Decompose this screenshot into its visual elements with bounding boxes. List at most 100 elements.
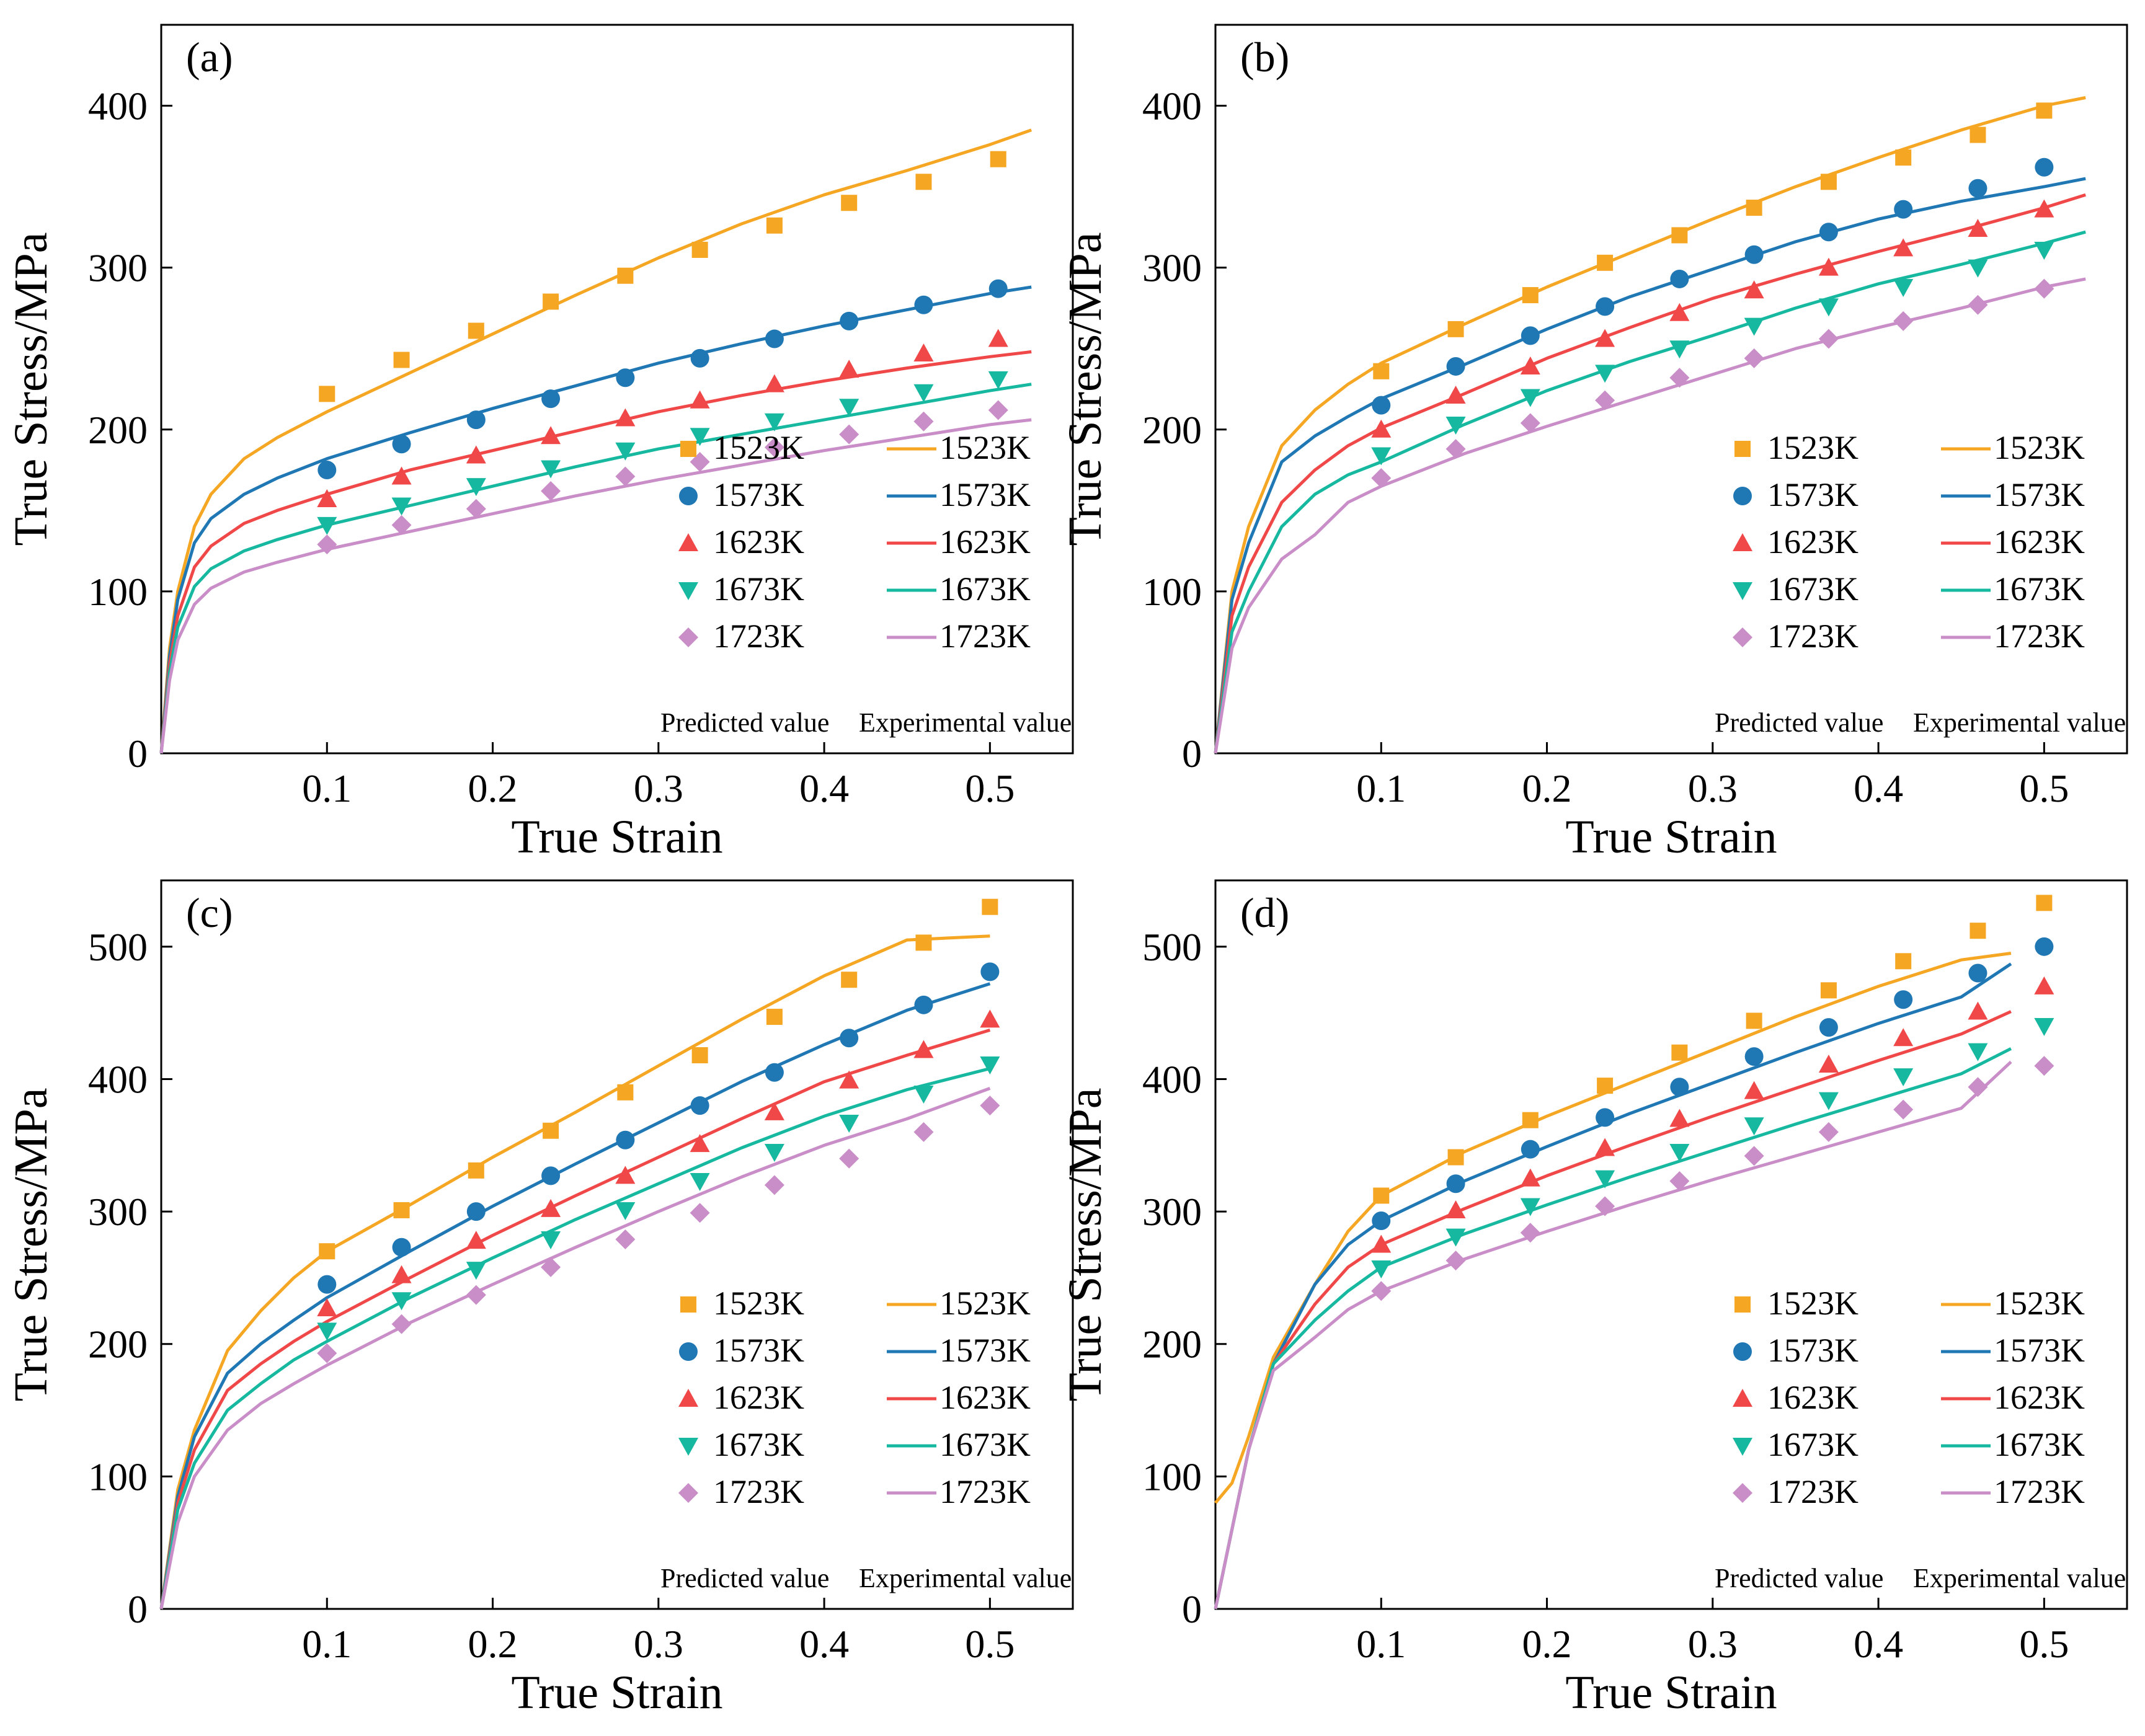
point-1723K — [988, 400, 1008, 420]
legend-note-experimental: Experimental value — [1913, 707, 2126, 738]
point-1573K — [980, 962, 1000, 981]
point-1573K — [616, 368, 635, 388]
legend-label-lines: 1723K — [939, 618, 1031, 655]
x-tick-label: 0.1 — [302, 1622, 352, 1666]
panel-label: (c) — [186, 889, 233, 936]
point-1523K — [617, 1084, 634, 1100]
legend-label-lines: 1523K — [939, 1285, 1031, 1322]
point-1523K — [617, 267, 634, 284]
point-1573K — [541, 389, 561, 409]
legend-label-points: 1523K — [713, 1285, 804, 1322]
x-tick-label: 0.5 — [2019, 766, 2069, 810]
legend-label-points: 1523K — [713, 429, 804, 466]
legend-label-points: 1523K — [1767, 1285, 1859, 1322]
legend-note-experimental: Experimental value — [859, 1563, 1072, 1593]
legend-marker-1723K — [678, 627, 698, 647]
x-tick-label: 0.1 — [1356, 766, 1406, 810]
point-1573K — [914, 295, 933, 314]
point-1573K — [1968, 963, 1987, 983]
point-1673K — [1818, 298, 1839, 317]
point-1573K — [690, 348, 709, 368]
legend-note-predicted: Predicted value — [1715, 707, 1883, 738]
curve-1723K — [159, 418, 1032, 754]
point-1723K — [391, 515, 412, 535]
point-1573K — [765, 1063, 784, 1082]
legend-label-points: 1723K — [713, 618, 804, 655]
legend-label-points: 1623K — [713, 1379, 804, 1416]
legend-note-predicted: Predicted value — [660, 1563, 829, 1593]
point-1723K — [317, 1343, 337, 1363]
point-1673K — [764, 1143, 784, 1162]
legend-label-points: 1623K — [713, 523, 804, 560]
legend-label-points: 1573K — [713, 1332, 804, 1369]
point-1623K — [615, 1166, 636, 1184]
point-1623K — [2034, 199, 2054, 218]
point-1723K — [1893, 1099, 1914, 1120]
point-1523K — [1522, 1112, 1539, 1128]
point-1723K — [1669, 368, 1690, 388]
legend-marker-1573K — [1733, 1342, 1752, 1361]
legend-label-lines: 1673K — [939, 1426, 1031, 1463]
legend-label-points: 1673K — [1767, 570, 1859, 608]
point-1523K — [1820, 174, 1837, 190]
point-1573K — [318, 1275, 337, 1294]
point-1623K — [1669, 1109, 1690, 1127]
point-1623K — [317, 489, 337, 508]
y-tick-label: 100 — [1142, 1455, 1202, 1499]
point-1523K — [766, 1009, 783, 1025]
point-1623K — [1446, 1200, 1466, 1218]
y-axis-label: True Stress/MPa — [5, 232, 57, 546]
point-1573K — [1819, 223, 1838, 242]
point-1523K — [915, 174, 932, 190]
point-1523K — [841, 195, 858, 211]
legend-label-lines: 1623K — [1994, 523, 2085, 560]
x-tick-label: 0.5 — [965, 766, 1015, 810]
point-1623K — [1744, 1081, 1764, 1099]
point-1523K — [982, 898, 998, 915]
point-1723K — [690, 1203, 710, 1223]
point-1673K — [541, 1231, 561, 1249]
point-1723K — [1968, 294, 1988, 315]
curve-1523K — [159, 934, 990, 1610]
y-tick-label: 200 — [1142, 408, 1202, 452]
y-axis-label: True Stress/MPa — [5, 1087, 57, 1401]
point-1673K — [764, 413, 784, 432]
point-1673K — [1446, 1228, 1466, 1247]
legend-marker-1573K — [1733, 487, 1752, 505]
y-tick-label: 0 — [128, 732, 148, 776]
point-1723K — [391, 1314, 412, 1334]
legend-marker-1623K — [678, 1389, 698, 1407]
legend: 1523K 1523K 1573K 1573K 1623K 1623K 1673K 1673K… — [660, 1285, 1072, 1593]
x-tick-label: 0.3 — [1688, 1622, 1738, 1666]
point-1523K — [2036, 895, 2053, 911]
point-1573K — [840, 1029, 859, 1048]
point-1523K — [841, 972, 858, 988]
point-1523K — [1746, 200, 1762, 216]
point-1573K — [466, 1202, 486, 1221]
x-tick-label: 0.2 — [1522, 1622, 1572, 1666]
point-1623K — [391, 1265, 412, 1283]
point-1673K — [2034, 1018, 2054, 1036]
legend-marker-1673K — [678, 1438, 698, 1456]
point-1523K — [2036, 102, 2053, 119]
point-1723K — [839, 424, 859, 445]
legend-marker-1673K — [678, 582, 698, 600]
point-1623K — [839, 360, 859, 378]
point-1673K — [1371, 1260, 1392, 1278]
point-1723K — [764, 437, 784, 458]
x-tick-label: 0.4 — [799, 766, 849, 810]
panel-c: 0.1 0.2 0.3 0.4 0.5 0 100 200 300 400 500 True Stra… — [5, 879, 1074, 1719]
point-1573K — [1819, 1018, 1838, 1037]
legend-note-predicted: Predicted value — [1715, 1563, 1883, 1593]
point-1573K — [318, 461, 337, 480]
point-1623K — [980, 1009, 1000, 1028]
y-tick-label: 500 — [88, 925, 148, 969]
point-1723K — [1371, 468, 1392, 489]
point-1723K — [2034, 278, 2054, 299]
point-1573K — [1446, 356, 1465, 376]
point-1623K — [541, 426, 561, 445]
point-1623K — [913, 1040, 934, 1058]
panel-b: 0.1 0.2 0.3 0.4 0.5 0 100 200 300 400 True Strain T… — [1059, 24, 2128, 863]
point-1523K — [393, 352, 410, 368]
point-1623K — [1968, 219, 1988, 237]
